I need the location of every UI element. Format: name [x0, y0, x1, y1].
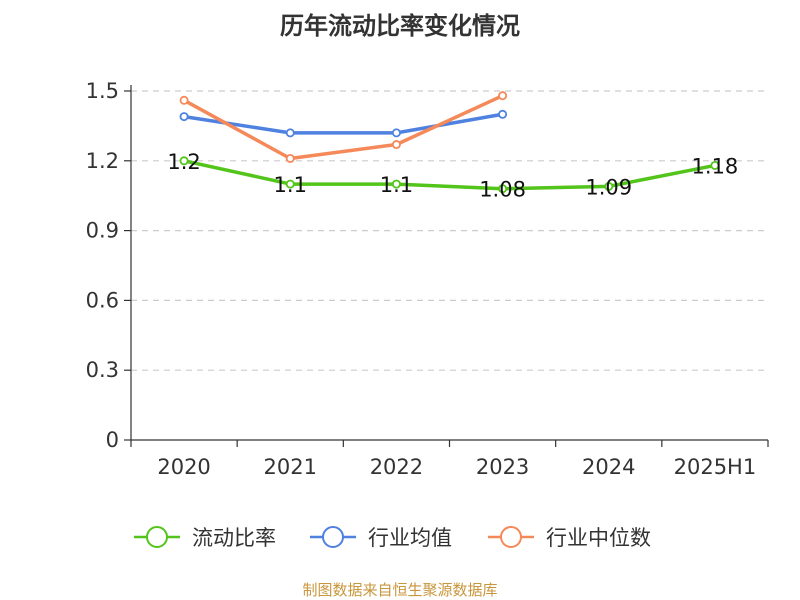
- x-tick-label: 2024: [582, 455, 635, 479]
- series-line: [183, 112, 503, 135]
- data-label: 1.1: [274, 173, 307, 197]
- data-point: [285, 128, 295, 138]
- source-note: 制图数据来自恒生聚源数据库: [302, 581, 498, 599]
- series-line: [183, 94, 504, 161]
- data-point: [391, 179, 401, 189]
- legend-marker: [146, 526, 168, 548]
- data-label: 1.18: [692, 154, 739, 178]
- data-point: [498, 184, 508, 194]
- data-point: [391, 140, 401, 150]
- data-point: [179, 95, 189, 105]
- x-tick-label: 2025H1: [674, 455, 757, 479]
- data-point: [179, 156, 189, 166]
- y-tick-label: 0.3: [86, 358, 119, 382]
- data-label: 1.1: [380, 173, 413, 197]
- data-point: [285, 179, 295, 189]
- x-tick-label: 2020: [157, 455, 210, 479]
- legend-marker: [322, 526, 344, 548]
- data-point: [285, 153, 295, 163]
- x-tick-label: 2023: [476, 455, 529, 479]
- data-point: [710, 160, 720, 170]
- x-tick-label: 2022: [370, 455, 423, 479]
- data-point: [498, 91, 508, 101]
- y-tick-label: 1.2: [86, 149, 119, 173]
- y-tick-label: 1.5: [86, 79, 119, 103]
- data-label: 1.2: [167, 150, 200, 174]
- chart-title: 历年流动比率变化情况: [280, 12, 520, 40]
- y-tick-label: 0.6: [86, 288, 119, 312]
- data-label: 1.09: [585, 175, 632, 199]
- data-point: [391, 128, 401, 138]
- data-label: 1.08: [479, 178, 526, 202]
- y-tick-label: 0.9: [86, 219, 119, 243]
- legend-label: 行业均值: [368, 526, 452, 550]
- y-tick-label: 0: [106, 428, 119, 452]
- legend-label: 行业中位数: [546, 526, 651, 550]
- legend-label: 流动比率: [192, 526, 276, 550]
- data-point: [498, 109, 508, 119]
- data-point: [604, 181, 614, 191]
- series-line: [183, 159, 716, 191]
- data-point: [179, 112, 189, 122]
- x-tick-label: 2021: [264, 455, 317, 479]
- legend-marker: [500, 526, 522, 548]
